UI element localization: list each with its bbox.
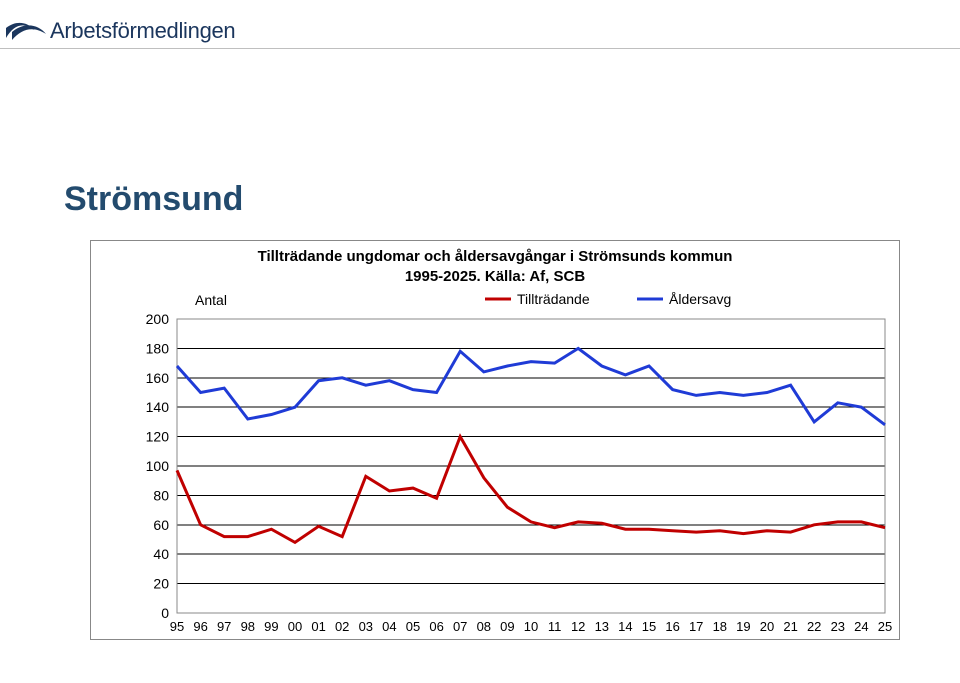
legend-label: Åldersavg [669, 291, 731, 307]
line-chart: Tillträdande ungdomar och åldersavgångar… [91, 241, 899, 639]
x-tick-label: 08 [477, 619, 491, 634]
brand-name: Arbetsförmedlingen [50, 20, 235, 42]
x-tick-label: 25 [878, 619, 892, 634]
y-tick-label: 120 [146, 429, 170, 445]
legend-label: Tillträdande [517, 291, 590, 307]
x-tick-label: 03 [359, 619, 373, 634]
x-tick-label: 18 [713, 619, 727, 634]
y-tick-label: 140 [146, 399, 170, 415]
y-tick-label: 60 [153, 517, 169, 533]
page-title: Strömsund [64, 180, 243, 219]
x-tick-label: 95 [170, 619, 184, 634]
chart-title-line1: Tillträdande ungdomar och åldersavgångar… [258, 248, 733, 265]
x-tick-label: 12 [571, 619, 585, 634]
x-tick-label: 13 [595, 619, 609, 634]
header-divider [0, 48, 960, 49]
x-tick-label: 00 [288, 619, 302, 634]
x-tick-label: 09 [500, 619, 514, 634]
chart-container: Tillträdande ungdomar och åldersavgångar… [90, 240, 900, 640]
x-tick-label: 11 [548, 619, 562, 634]
x-tick-label: 05 [406, 619, 420, 634]
x-tick-label: 14 [618, 619, 632, 634]
x-tick-label: 24 [854, 619, 868, 634]
y-tick-label: 200 [146, 311, 170, 327]
y-tick-label: 160 [146, 370, 170, 386]
x-tick-label: 22 [807, 619, 821, 634]
x-tick-label: 07 [453, 619, 467, 634]
x-tick-label: 97 [217, 619, 231, 634]
x-tick-label: 02 [335, 619, 349, 634]
y-tick-label: 80 [153, 487, 169, 503]
y-axis-label: Antal [195, 292, 227, 308]
y-tick-label: 20 [153, 576, 169, 592]
x-tick-label: 96 [193, 619, 207, 634]
x-tick-label: 20 [760, 619, 774, 634]
brand-block: Arbetsförmedlingen [6, 20, 235, 42]
x-tick-label: 98 [241, 619, 255, 634]
x-tick-label: 15 [642, 619, 656, 634]
x-tick-label: 06 [429, 619, 443, 634]
x-tick-label: 17 [689, 619, 703, 634]
y-tick-label: 0 [161, 605, 169, 621]
x-tick-label: 16 [665, 619, 679, 634]
y-tick-label: 180 [146, 340, 170, 356]
chart-title-line2: 1995-2025. Källa: Af, SCB [405, 268, 586, 285]
x-tick-label: 10 [524, 619, 538, 634]
x-tick-label: 19 [736, 619, 750, 634]
x-tick-label: 99 [264, 619, 278, 634]
brand-logo-icon [6, 20, 46, 42]
y-tick-label: 40 [153, 546, 169, 562]
y-tick-label: 100 [146, 458, 170, 474]
x-tick-label: 04 [382, 619, 396, 634]
x-tick-label: 01 [311, 619, 325, 634]
x-tick-label: 23 [831, 619, 845, 634]
x-tick-label: 21 [783, 619, 797, 634]
